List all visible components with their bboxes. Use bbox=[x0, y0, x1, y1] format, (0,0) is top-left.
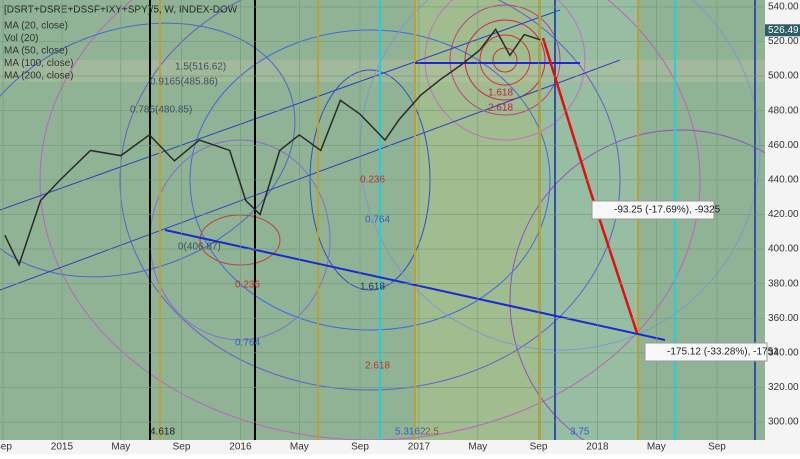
fib-label: 4.618 bbox=[150, 427, 175, 438]
y-tick-label: 420.00 bbox=[768, 209, 799, 220]
fib-label: 0.786(480.85) bbox=[130, 105, 192, 116]
y-tick-label: 380.00 bbox=[768, 278, 799, 289]
fib-label: 2.5 bbox=[425, 427, 439, 438]
y-tick-label: 440.00 bbox=[768, 175, 799, 186]
x-tick-label: May bbox=[468, 442, 487, 453]
last-price-label: 526.49 bbox=[768, 25, 799, 36]
x-tick-label: Sep bbox=[530, 442, 548, 453]
fib-label: 1.5(516.62) bbox=[175, 62, 226, 73]
y-tick-label: 460.00 bbox=[768, 140, 799, 151]
y-tick-label: 400.00 bbox=[768, 244, 799, 255]
indicator-label: MA (50, close) bbox=[4, 46, 68, 57]
callout-box bbox=[591, 200, 715, 220]
y-tick-label: 500.00 bbox=[768, 71, 799, 82]
x-tick-label: Sep bbox=[708, 442, 726, 453]
indicator-label: MA (200, close) bbox=[4, 71, 73, 82]
x-tick-label: Sep bbox=[173, 442, 191, 453]
y-tick-label: 520.00 bbox=[768, 36, 799, 47]
x-tick-label: May bbox=[290, 442, 309, 453]
x-tick-label: 2016 bbox=[229, 442, 252, 453]
y-tick-label: 320.00 bbox=[768, 382, 799, 393]
x-tick-label: Sep bbox=[351, 442, 369, 453]
fib-label: 2.618 bbox=[488, 103, 513, 114]
callout-label: -175.12 (-33.28%), -1751 bbox=[667, 347, 779, 358]
y-tick-label: 340.00 bbox=[768, 347, 799, 358]
price-line bbox=[4, 28, 541, 267]
x-tick-label: 2015 bbox=[51, 442, 74, 453]
fib-label: 0(406.87) bbox=[178, 242, 221, 253]
fib-label: 0.9165(485.86) bbox=[150, 77, 218, 88]
indicator-label: Vol (20) bbox=[4, 33, 38, 44]
y-tick-label: 540.00 bbox=[768, 2, 799, 13]
fib-label: 0.236 bbox=[360, 175, 385, 186]
last-price-box bbox=[765, 24, 800, 37]
fib-label: 5.3162 bbox=[395, 427, 426, 438]
time-axis bbox=[0, 440, 800, 454]
fib-label: 3.75 bbox=[570, 427, 590, 438]
x-tick-label: 2018 bbox=[586, 442, 609, 453]
fib-label: 0.236 bbox=[235, 280, 260, 291]
y-tick-label: 300.00 bbox=[768, 417, 799, 428]
fib-label: 2.618 bbox=[365, 361, 390, 372]
x-tick-label: May bbox=[647, 442, 666, 453]
x-tick-label: Sep bbox=[0, 442, 12, 453]
y-tick-label: 360.00 bbox=[768, 313, 799, 324]
x-tick-label: May bbox=[111, 442, 130, 453]
fib-label: 0.764 bbox=[235, 338, 260, 349]
fib-label: 1.618 bbox=[360, 282, 385, 293]
y-tick-label: 480.00 bbox=[768, 105, 799, 116]
callout-box bbox=[644, 342, 768, 362]
price-axis bbox=[765, 0, 800, 454]
indicator-label: MA (100, close) bbox=[4, 58, 73, 69]
callout-label: -93.25 (-17.69%), -9325 bbox=[614, 205, 721, 216]
fib-label: 0.764 bbox=[365, 215, 390, 226]
indicator-label: MA (20, close) bbox=[4, 21, 68, 32]
fib-label: 1.618 bbox=[488, 88, 513, 99]
x-tick-label: 2017 bbox=[408, 442, 431, 453]
